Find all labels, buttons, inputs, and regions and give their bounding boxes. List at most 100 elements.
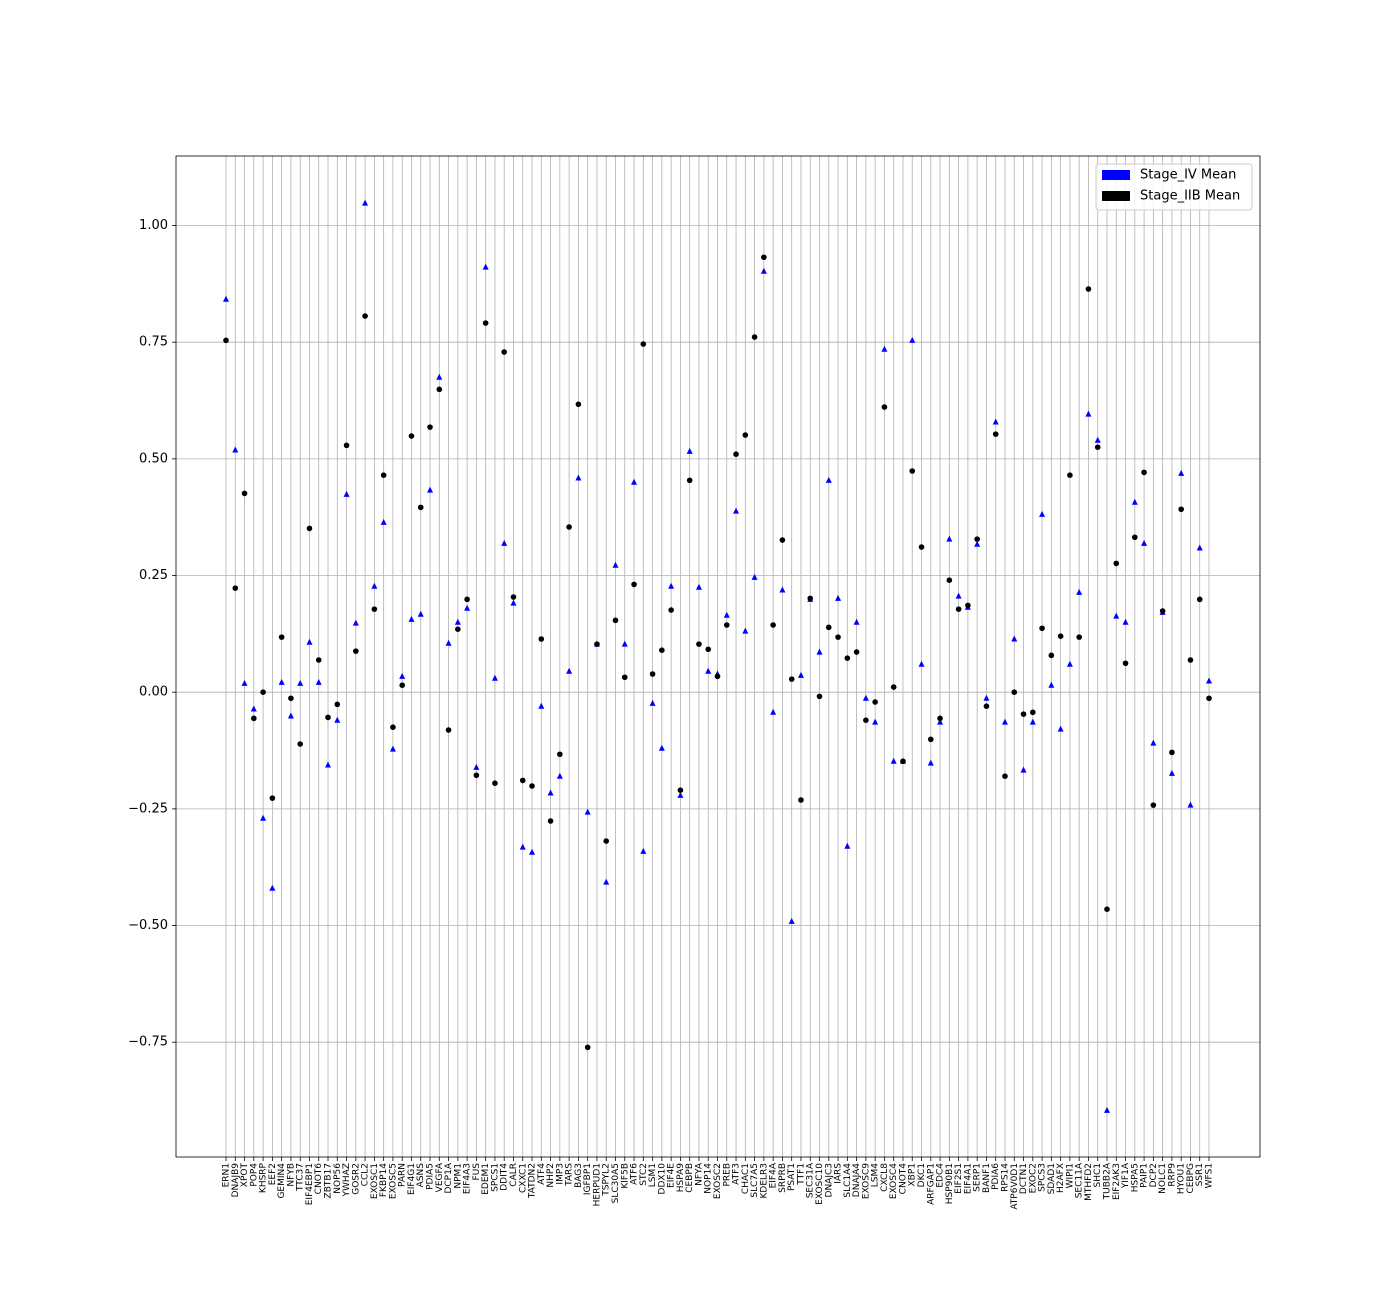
triangle-marker bbox=[464, 604, 471, 611]
circle-marker bbox=[269, 795, 276, 801]
x-tick-label: EIF4G1 bbox=[407, 1163, 417, 1195]
triangle-marker bbox=[825, 476, 832, 483]
x-tick-label: VEGFA bbox=[435, 1162, 445, 1192]
triangle-marker bbox=[1011, 635, 1018, 642]
triangle-marker bbox=[1196, 544, 1203, 551]
x-tick-label: EXOSC9 bbox=[861, 1163, 871, 1199]
x-tick-label: GOSR2 bbox=[351, 1163, 361, 1195]
circle-marker bbox=[1206, 695, 1212, 702]
x-tick-label: TSPYL2 bbox=[602, 1163, 612, 1197]
x-tick-label: HERPUD1 bbox=[592, 1163, 602, 1206]
x-tick-label: SHC1 bbox=[1093, 1163, 1103, 1188]
x-tick-label: EXOSC2 bbox=[713, 1163, 723, 1199]
circle-marker bbox=[835, 634, 841, 640]
circle-marker bbox=[510, 594, 517, 600]
triangle-marker bbox=[260, 814, 267, 821]
triangle-marker bbox=[575, 474, 582, 481]
circle-marker bbox=[1011, 689, 1018, 695]
x-tick-label: SLC30A5 bbox=[611, 1163, 621, 1203]
circle-marker bbox=[584, 1044, 591, 1051]
triangle-marker bbox=[1001, 718, 1008, 725]
x-tick-label: EIF4A bbox=[769, 1162, 779, 1188]
triangle-marker bbox=[631, 478, 638, 485]
triangle-marker bbox=[278, 678, 285, 685]
circle-marker bbox=[297, 741, 303, 747]
circle-marker bbox=[788, 676, 795, 682]
triangle-marker bbox=[835, 594, 842, 601]
triangle-marker bbox=[389, 745, 396, 752]
triangle-marker bbox=[232, 446, 239, 453]
x-tick-label: SLC1A4 bbox=[843, 1163, 853, 1198]
circle-marker bbox=[844, 655, 851, 661]
triangle-marker bbox=[510, 599, 517, 606]
circle-marker bbox=[241, 490, 248, 497]
x-tick-label: CHAC1 bbox=[741, 1163, 751, 1194]
triangle-marker bbox=[723, 611, 730, 618]
triangle-marker bbox=[1178, 469, 1185, 476]
x-tick-label: KIF5B bbox=[620, 1163, 630, 1189]
triangle-marker bbox=[983, 694, 990, 701]
circle-marker bbox=[575, 401, 582, 408]
x-tick-label: PARN bbox=[398, 1163, 408, 1187]
triangle-marker bbox=[362, 199, 369, 206]
x-tick-label: EIF4A1 bbox=[963, 1163, 973, 1194]
triangle-marker bbox=[269, 884, 276, 891]
triangle-marker bbox=[473, 763, 480, 770]
circle-marker bbox=[640, 341, 647, 347]
x-tick-label: TATDN2 bbox=[528, 1163, 538, 1199]
circle-marker bbox=[659, 647, 665, 653]
triangle-marker bbox=[686, 447, 693, 454]
x-tick-label: ZBTB17 bbox=[324, 1163, 334, 1198]
x-tick-label: CXCL8 bbox=[880, 1163, 890, 1192]
triangle-marker bbox=[399, 672, 406, 679]
triangle-marker bbox=[816, 648, 823, 655]
triangle-marker bbox=[621, 640, 628, 647]
circle-marker bbox=[1020, 711, 1027, 717]
x-tick-label: ASNS bbox=[416, 1163, 426, 1188]
circle-marker bbox=[900, 758, 906, 765]
x-tick-label: SLC7A5 bbox=[750, 1163, 760, 1198]
x-tick-label: ATF6 bbox=[630, 1163, 640, 1185]
triangle-marker bbox=[649, 699, 656, 706]
x-tick-label: XBP1 bbox=[908, 1163, 918, 1187]
circle-marker bbox=[918, 544, 925, 550]
circle-marker bbox=[937, 715, 943, 722]
triangle-marker bbox=[1113, 612, 1120, 619]
x-tick-label: ATF3 bbox=[732, 1163, 742, 1185]
x-tick-label: MTHFD2 bbox=[1084, 1163, 1094, 1201]
x-tick-label: TTF1 bbox=[796, 1163, 806, 1186]
circle-marker bbox=[1159, 608, 1166, 614]
x-tick-label: HSPA9 bbox=[676, 1163, 686, 1192]
circle-marker bbox=[371, 606, 378, 612]
circle-marker bbox=[603, 838, 610, 844]
x-tick-label: WFS1 bbox=[1205, 1163, 1215, 1188]
x-tick-label: TUBB2A bbox=[1102, 1162, 1112, 1200]
triangle-marker bbox=[343, 490, 350, 497]
circle-marker bbox=[816, 693, 823, 700]
x-tick-label: H2AFX bbox=[1056, 1163, 1066, 1193]
circle-marker bbox=[1122, 660, 1129, 667]
x-tick-label: ATP6V0D1 bbox=[1010, 1163, 1020, 1210]
triangle-marker bbox=[1141, 539, 1148, 546]
x-tick-label: EIF4EBP1 bbox=[305, 1163, 315, 1205]
triangle-marker bbox=[918, 660, 925, 667]
triangle-marker bbox=[890, 757, 897, 764]
x-tick-label: IMP3 bbox=[555, 1163, 565, 1185]
circle-marker bbox=[260, 689, 266, 695]
triangle-marker bbox=[491, 674, 498, 681]
x-tick-label: EXOSC10 bbox=[815, 1163, 825, 1205]
x-tick-label: SEC11A bbox=[1075, 1162, 1085, 1198]
triangle-marker bbox=[306, 638, 313, 645]
circle-marker bbox=[547, 818, 554, 824]
circle-marker bbox=[482, 320, 489, 326]
x-tick-label: LSM4 bbox=[871, 1163, 881, 1187]
x-tick-label: CCL2 bbox=[361, 1163, 371, 1186]
circle-marker bbox=[473, 772, 480, 779]
circle-marker bbox=[1178, 506, 1184, 513]
circle-marker bbox=[955, 606, 962, 612]
circle-marker bbox=[872, 699, 878, 705]
circle-marker bbox=[380, 472, 387, 479]
triangle-marker bbox=[946, 535, 953, 542]
x-tick-label: LSM1 bbox=[648, 1163, 658, 1187]
circle-marker bbox=[1196, 596, 1203, 603]
